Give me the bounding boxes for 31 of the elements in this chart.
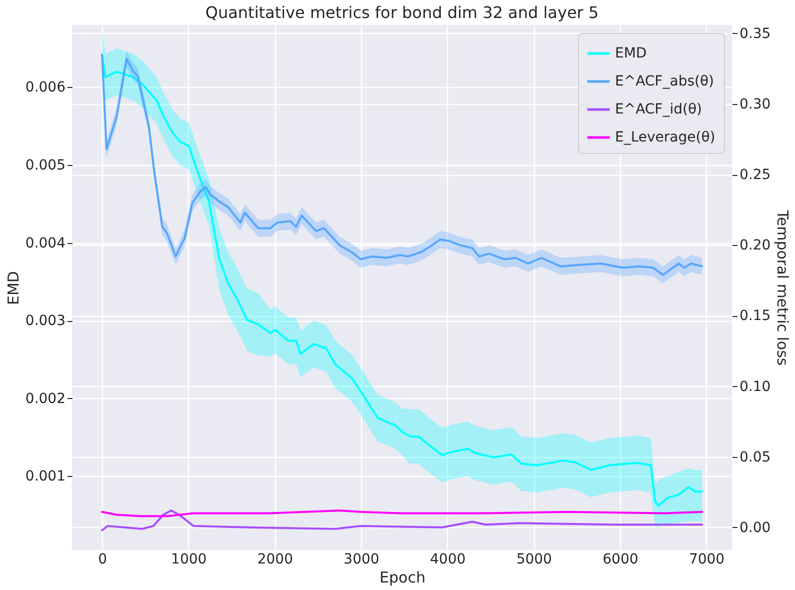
y-tick-label: 0.005 [25, 158, 66, 174]
y-axis-title: EMD [4, 271, 22, 305]
y2-tick-label: 0.25 [740, 167, 771, 184]
legend-label: E^ACF_id(θ) [615, 102, 702, 118]
x-tick-label: 6000 [602, 552, 638, 568]
x-axis-title: Epoch [380, 568, 426, 586]
y2-tick-label: 0.10 [740, 378, 771, 395]
y-tick-label: 0.003 [25, 313, 66, 330]
legend-label: EMD [615, 46, 647, 62]
x-tick-label: 5000 [516, 552, 552, 568]
y-tick-label: 0.001 [25, 468, 66, 485]
y2-tick-label: 0.00 [740, 520, 771, 536]
y2-tick-label: 0.05 [740, 449, 771, 466]
chart-title: Quantitative metrics for bond dim 32 and layer 5 [205, 3, 599, 22]
y2-tick-label: 0.35 [740, 26, 771, 42]
x-tick-label: 2000 [257, 552, 293, 568]
x-tick-label: 1000 [171, 552, 207, 568]
x-tick-label: 0 [98, 552, 107, 568]
y2-tick-label: 0.15 [740, 308, 771, 324]
y-tick-label: 0.004 [25, 235, 66, 252]
y2-tick-label: 0.20 [740, 238, 771, 254]
y-tick-label: 0.006 [25, 80, 66, 96]
x-tick-label: 4000 [430, 552, 466, 568]
y-tick-label: 0.002 [25, 390, 66, 407]
y2-tick-label: 0.30 [740, 96, 771, 113]
legend-label: E^ACF_abs(θ) [615, 74, 714, 90]
legend-label: E_Leverage(θ) [615, 130, 716, 146]
line-series [101, 509, 704, 532]
y2-axis-title: Temporal metric loss [774, 209, 792, 366]
x-tick-label: 7000 [688, 552, 725, 568]
x-tick-label: 3000 [344, 552, 380, 568]
